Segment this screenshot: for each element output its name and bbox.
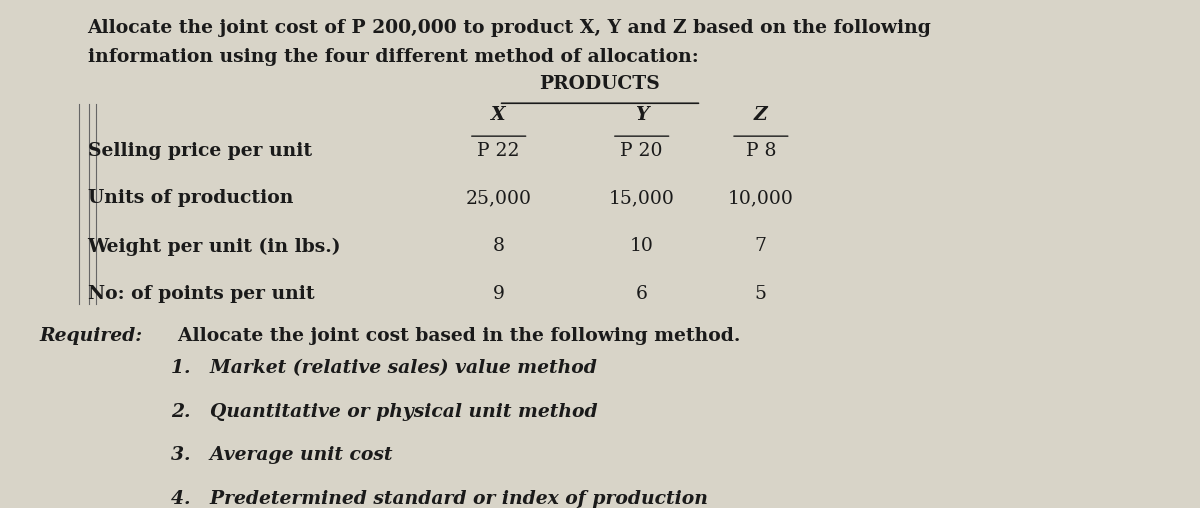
Text: 5: 5 (755, 285, 767, 303)
Text: Selling price per unit: Selling price per unit (88, 142, 312, 160)
Text: 15,000: 15,000 (608, 189, 674, 207)
Text: information using the four different method of allocation:: information using the four different met… (88, 48, 698, 66)
Text: 10: 10 (630, 237, 654, 256)
Text: 2.   Quantitative or physical unit method: 2. Quantitative or physical unit method (170, 403, 598, 421)
Text: 10,000: 10,000 (728, 189, 794, 207)
Text: Weight per unit (in lbs.): Weight per unit (in lbs.) (88, 237, 341, 256)
Text: 9: 9 (493, 285, 505, 303)
Text: 4.   Predetermined standard or index of production: 4. Predetermined standard or index of pr… (170, 490, 708, 508)
Text: P 20: P 20 (620, 142, 662, 160)
Text: Allocate the joint cost based in the following method.: Allocate the joint cost based in the fol… (166, 327, 740, 345)
Text: P 22: P 22 (478, 142, 520, 160)
Text: Units of production: Units of production (88, 189, 293, 207)
Text: 8: 8 (493, 237, 505, 256)
Text: 3.   Average unit cost: 3. Average unit cost (170, 447, 392, 464)
Text: 6: 6 (636, 285, 648, 303)
Text: PRODUCTS: PRODUCTS (540, 75, 660, 93)
Text: X: X (492, 106, 506, 124)
Text: Allocate the joint cost of P 200,000 to product X, Y and Z based on the followin: Allocate the joint cost of P 200,000 to … (88, 19, 931, 37)
Text: 25,000: 25,000 (466, 189, 532, 207)
Text: Z: Z (754, 106, 768, 124)
Text: 7: 7 (755, 237, 767, 256)
Text: Required:: Required: (40, 327, 143, 345)
Text: No: of points per unit: No: of points per unit (88, 285, 314, 303)
Text: Y: Y (635, 106, 648, 124)
Text: 1.   Market (relative sales) value method: 1. Market (relative sales) value method (170, 359, 596, 377)
Text: P 8: P 8 (745, 142, 776, 160)
